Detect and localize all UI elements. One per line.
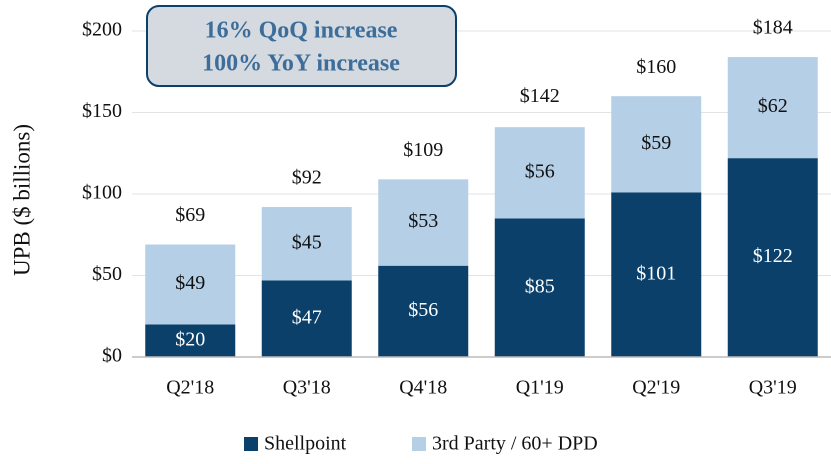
data-label: $45 [292, 231, 322, 253]
data-label: $49 [175, 272, 205, 294]
data-label: $59 [641, 132, 671, 154]
total-label: $69 [175, 204, 205, 226]
bar-segment [494, 218, 585, 357]
data-label: $56 [408, 299, 438, 321]
data-label: $122 [753, 245, 793, 267]
data-label: $20 [175, 328, 205, 350]
bar-segment [145, 244, 236, 325]
x-tick-label: Q2'19 [632, 377, 680, 399]
bar-segment [727, 158, 818, 357]
legend-swatch [412, 437, 426, 451]
bar-segment [611, 192, 702, 357]
bar-segment [261, 280, 352, 357]
y-tick-label: $0 [102, 345, 122, 367]
y-tick-label: $100 [82, 182, 122, 204]
total-label: $160 [636, 56, 676, 78]
bar-segment [494, 127, 585, 219]
x-tick-label: Q3'18 [283, 377, 331, 399]
bar-segment [378, 265, 469, 357]
annotation: 16% QoQ increase [205, 18, 398, 44]
x-tick-label: Q2'18 [166, 377, 214, 399]
legend-swatch [244, 437, 258, 451]
data-label: $47 [292, 306, 322, 328]
y-tick-label: $200 [82, 19, 122, 41]
bar-segment [145, 324, 236, 357]
x-tick-label: Q1'19 [516, 377, 564, 399]
total-label: $109 [403, 139, 443, 161]
total-label: $92 [292, 167, 322, 189]
annotation-box [146, 5, 457, 87]
data-label: $56 [525, 160, 555, 182]
total-label: $184 [753, 17, 793, 39]
data-label: $62 [758, 95, 788, 117]
data-label: $85 [525, 275, 555, 297]
bar-segment [261, 207, 352, 281]
data-label: $101 [636, 262, 676, 284]
bar-segment [727, 57, 818, 159]
legend-label: Shellpoint [264, 433, 347, 455]
x-tick-label: Q4'18 [399, 377, 447, 399]
bar-segment [611, 96, 702, 193]
x-tick-label: Q3'19 [749, 377, 797, 399]
total-label: $142 [520, 85, 560, 107]
legend-label: 3rd Party / 60+ DPD [432, 433, 598, 455]
y-tick-label: $50 [92, 263, 122, 285]
y-tick-label: $150 [82, 100, 122, 122]
bar-segment [378, 179, 469, 266]
y-axis-label: UPB ($ billions) [9, 124, 34, 276]
annotation: 100% YoY increase [202, 51, 400, 77]
data-label: $53 [408, 210, 438, 232]
